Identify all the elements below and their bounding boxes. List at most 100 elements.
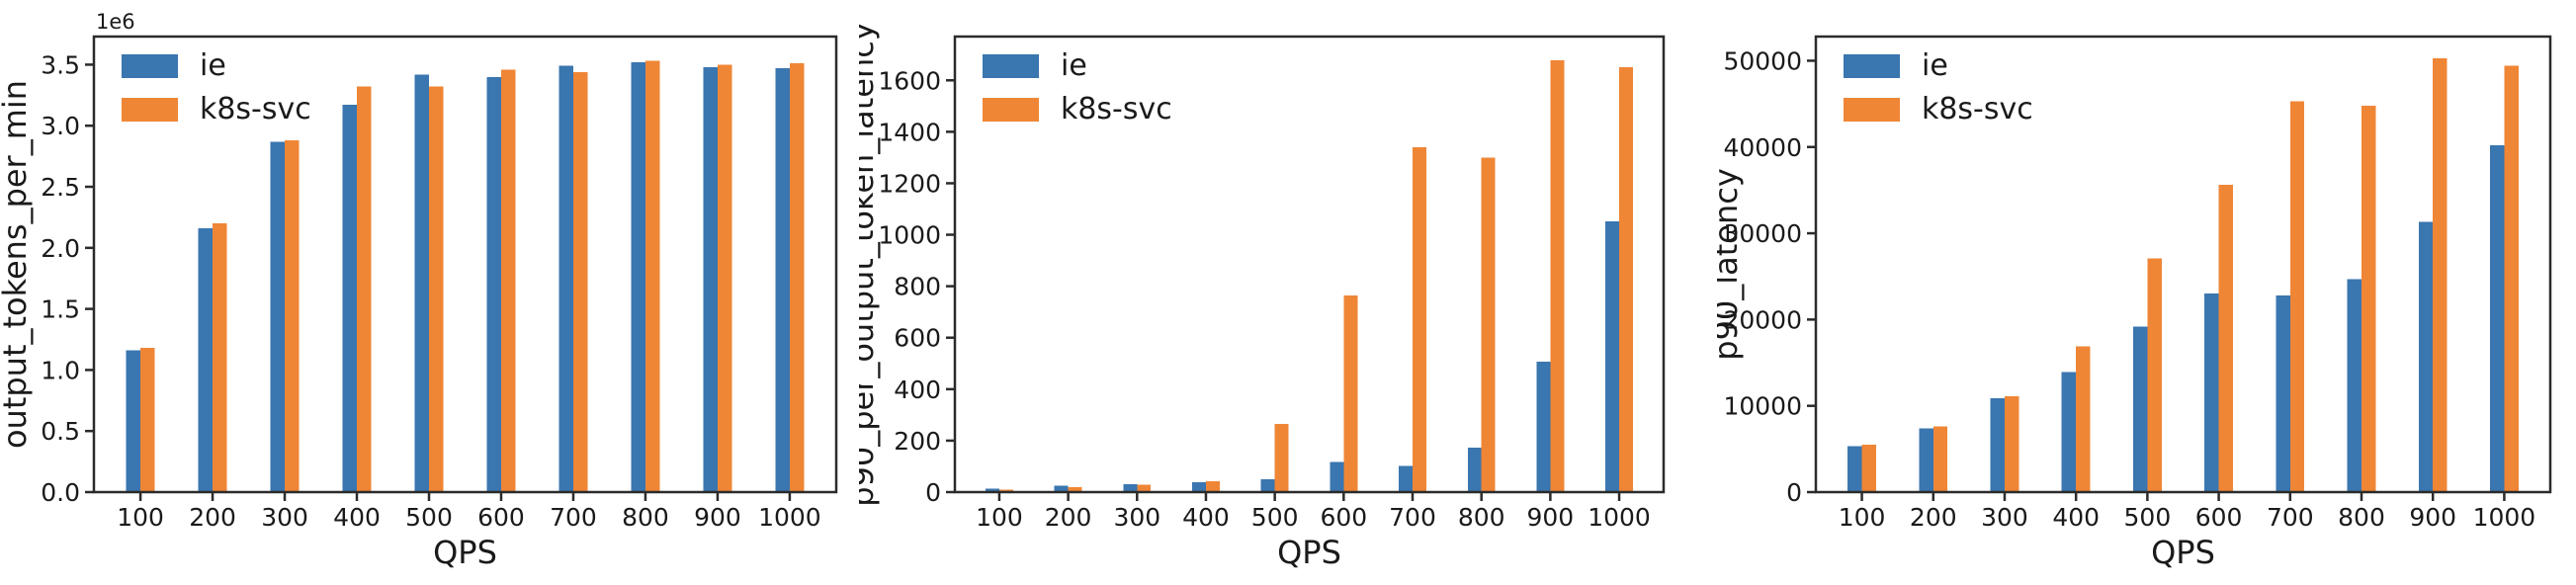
y-tick-label: 0.5 <box>41 417 80 446</box>
y-axis-label: output_tokens_per_min <box>0 80 34 449</box>
bar-ie <box>2062 372 2077 492</box>
plot-border <box>1815 35 2552 494</box>
x-tick-label: 900 <box>1526 503 1574 532</box>
chart-panel-p90-per-output-token-latency: 0 200 400 600 800 1000 1200 1400 1600 100 200 300 40… <box>859 0 1718 585</box>
legend-swatch-ie <box>121 54 178 79</box>
x-tick-label: 600 <box>1320 503 1367 532</box>
x-tick-label: 100 <box>976 503 1023 532</box>
legend-swatch-ie <box>982 54 1039 79</box>
chart-panel-output-tokens-per-min: 0.0 0.5 1.0 1.5 2.0 2.5 3.0 3.5 100 200 300 400 500 6… <box>0 0 859 585</box>
x-tick-label: 400 <box>2053 503 2101 532</box>
x-tick-label: 900 <box>694 503 741 532</box>
x-axis-label: QPS <box>433 534 497 571</box>
y-tick-label: 600 <box>894 324 941 353</box>
x-axis-label: QPS <box>1277 534 1341 571</box>
bar-k8s-svc <box>2076 346 2091 492</box>
chart-p90_latency: 0 10000 20000 30000 40000 50000 100 200 300 400 50… <box>1717 35 2552 571</box>
bar-k8s-svc <box>2433 57 2447 492</box>
bar-ie <box>1990 397 2006 492</box>
bar-k8s-svc <box>998 489 1013 492</box>
bar-k8s-svc <box>1136 484 1151 492</box>
bar-ie <box>414 74 430 492</box>
y-offset-label: 1e6 <box>96 10 135 34</box>
bar-k8s-svc <box>1550 59 1564 492</box>
bar-k8s-svc <box>2290 101 2305 492</box>
legend-label-ie: ie <box>200 48 226 83</box>
y-tick-label: 1.0 <box>41 356 80 384</box>
y-axis-label: p90_latency <box>1717 168 1745 360</box>
bar-k8s-svc <box>1861 444 1877 492</box>
x-tick-label: 500 <box>405 503 453 532</box>
bar-k8s-svc <box>644 60 660 492</box>
bar-ie <box>2275 294 2291 492</box>
bar-ie <box>126 350 141 492</box>
bar-k8s-svc <box>2504 65 2520 492</box>
bar-ie <box>1260 478 1275 492</box>
bar-k8s-svc <box>1933 426 1948 492</box>
x-tick-label: 1000 <box>2473 503 2536 532</box>
legend-swatch-k8s-svc <box>1844 98 1901 123</box>
x-tick-label: 800 <box>622 503 669 532</box>
x-tick-label: 500 <box>1250 503 1298 532</box>
bar-ie <box>2347 279 2362 492</box>
bar-k8s-svc <box>717 64 732 492</box>
x-tick-label: 800 <box>2338 503 2385 532</box>
x-tick-label: 1000 <box>758 503 821 532</box>
legend-label-k8s-svc: k8s-svc <box>1922 92 2033 126</box>
y-tick-label: 1600 <box>878 66 941 95</box>
bar-k8s-svc <box>1068 487 1082 492</box>
y-tick-label: 200 <box>894 427 941 456</box>
x-tick-label: 600 <box>477 503 525 532</box>
bar-ie <box>2419 221 2434 492</box>
legend-label-ie: ie <box>1061 48 1087 83</box>
x-axis-label: QPS <box>2151 534 2215 571</box>
plot-border <box>92 35 838 494</box>
bar-ie <box>1467 448 1482 492</box>
legend-label-k8s-svc: k8s-svc <box>1061 92 1172 126</box>
bar-k8s-svc <box>2218 185 2234 492</box>
chart-panel-p90-latency: 0 10000 20000 30000 40000 50000 100 200 300 400 50… <box>1717 0 2576 585</box>
y-axis-label: p90_per_output_token_latency <box>859 22 881 507</box>
y-tick-label: 50000 <box>1724 46 1802 75</box>
legend-swatch-k8s-svc <box>982 98 1039 123</box>
bar-k8s-svc <box>1342 294 1357 492</box>
bar-ie <box>775 68 790 492</box>
legend-swatch-k8s-svc <box>121 98 178 123</box>
y-tick-label: 2.0 <box>41 234 80 263</box>
bar-k8s-svc <box>1412 146 1426 492</box>
y-tick-label: 10000 <box>1724 392 1802 421</box>
x-tick-label: 500 <box>2124 503 2172 532</box>
x-tick-label: 600 <box>2195 503 2243 532</box>
bar-k8s-svc <box>285 140 300 492</box>
bar-ie <box>1330 461 1343 492</box>
y-tick-label: 0 <box>1786 478 1802 507</box>
bar-ie <box>1536 361 1551 492</box>
y-tick-label: 1.5 <box>41 295 80 324</box>
bar-k8s-svc <box>140 348 155 492</box>
bar-k8s-svc <box>429 86 444 492</box>
bar-ie <box>2204 293 2219 492</box>
bar-k8s-svc <box>789 63 805 492</box>
bar-k8s-svc <box>500 69 516 492</box>
y-tick-label: 0.0 <box>41 478 80 507</box>
bar-ie <box>703 66 718 492</box>
y-tick-label: 3.5 <box>41 50 80 79</box>
bar-ie <box>342 105 358 492</box>
plot-border <box>953 35 1665 494</box>
bar-k8s-svc <box>2147 258 2163 492</box>
y-tick-label: 3.0 <box>41 112 80 140</box>
y-tick-label: 40000 <box>1724 133 1802 162</box>
bar-ie <box>1604 221 1619 492</box>
bar-ie <box>1054 485 1069 492</box>
bar-k8s-svc <box>213 223 227 492</box>
y-tick-label: 20000 <box>1724 305 1802 334</box>
chart-output_tokens_per_min: 0.0 0.5 1.0 1.5 2.0 2.5 3.0 3.5 100 200 300 400 500 6… <box>0 10 838 571</box>
y-tick-label: 30000 <box>1724 219 1802 248</box>
bar-ie <box>1398 465 1413 492</box>
bar-ie <box>198 228 214 492</box>
bar-ie <box>486 76 501 492</box>
legend-swatch-ie <box>1844 54 1901 79</box>
y-tick-label: 0 <box>925 478 941 507</box>
legend-label-k8s-svc: k8s-svc <box>200 92 311 126</box>
